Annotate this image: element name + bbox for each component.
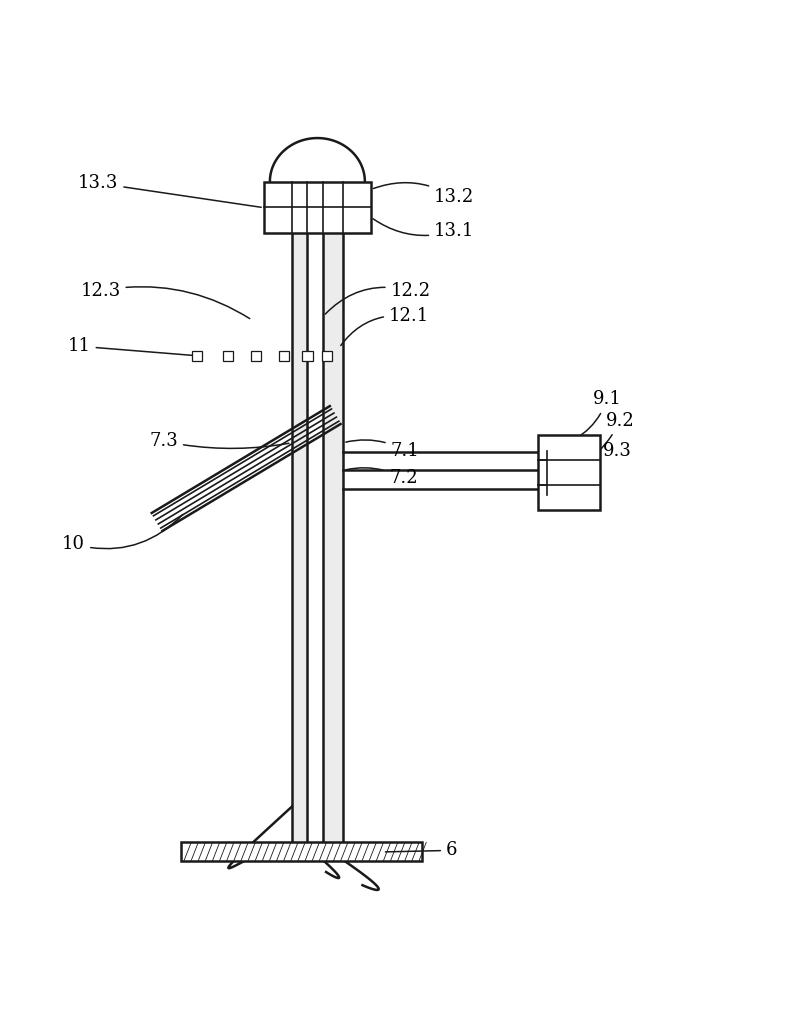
Bar xyxy=(538,435,600,510)
Bar xyxy=(191,351,202,361)
Bar xyxy=(279,351,289,361)
Bar xyxy=(251,351,261,361)
Text: 7.1: 7.1 xyxy=(346,440,419,460)
Text: 13.1: 13.1 xyxy=(373,219,474,240)
Text: 10: 10 xyxy=(62,514,183,553)
Bar xyxy=(223,351,234,361)
Text: 12.3: 12.3 xyxy=(80,282,249,319)
Text: 13.2: 13.2 xyxy=(374,183,474,207)
Text: 6: 6 xyxy=(386,841,457,859)
Text: 9.1: 9.1 xyxy=(575,391,622,439)
Text: 9.2: 9.2 xyxy=(575,411,634,471)
Text: 13.3: 13.3 xyxy=(78,174,261,208)
Text: 12.2: 12.2 xyxy=(325,282,430,315)
Bar xyxy=(322,351,332,361)
Text: 7.2: 7.2 xyxy=(346,468,418,487)
Text: 12.1: 12.1 xyxy=(341,307,430,345)
Text: 9.3: 9.3 xyxy=(574,442,631,500)
Bar xyxy=(302,351,312,361)
Bar xyxy=(181,843,422,860)
Text: 11: 11 xyxy=(68,337,194,356)
Bar xyxy=(264,182,371,233)
Text: 7.3: 7.3 xyxy=(149,432,289,450)
